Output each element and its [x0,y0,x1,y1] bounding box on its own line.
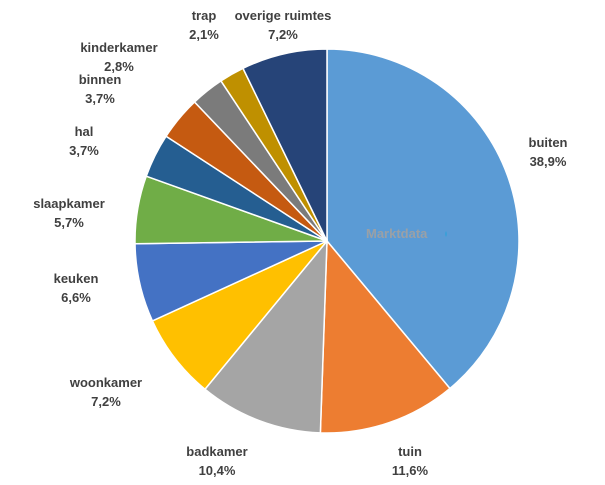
slice-label: trap [192,8,217,23]
slice-label: kinderkamer [80,40,157,55]
slice-value-label: 10,4% [199,463,236,478]
slice-value-label: 11,6% [392,463,429,478]
slice-label: woonkamer [69,375,142,390]
slice-value-label: 3,7% [69,143,99,158]
slice-label: buiten [529,135,568,150]
pie-slice-overige-ruimtes [241,48,328,242]
pie-slice-buiten [326,48,520,390]
pie-slices [134,48,520,434]
slice-label: binnen [79,72,122,87]
pie-slice-badkamer [203,238,328,434]
slice-label: keuken [54,271,99,286]
slice-label: hal [75,124,94,139]
pie-slice-tuin [319,239,452,434]
slice-label: badkamer [186,444,247,459]
watermark-drop-icon [445,231,447,237]
slice-label: overige ruimtes [235,8,332,23]
slice-value-label: 38,9% [530,154,567,169]
slice-label: tuin [398,444,422,459]
slice-value-label: 7,2% [91,394,121,409]
slice-label: slaapkamer [33,196,105,211]
slice-value-label: 6,6% [61,290,91,305]
slice-value-label: 2,8% [104,59,134,74]
watermark-text: Marktdata [366,226,428,241]
slice-value-label: 3,7% [85,91,115,106]
slice-value-label: 7,2% [268,27,298,42]
slice-value-label: 5,7% [54,215,84,230]
slice-value-label: 2,1% [189,27,219,42]
slice-labels: buiten 38,9% tuin 11,6% badkamer 10,4% woonkam… [33,8,567,478]
